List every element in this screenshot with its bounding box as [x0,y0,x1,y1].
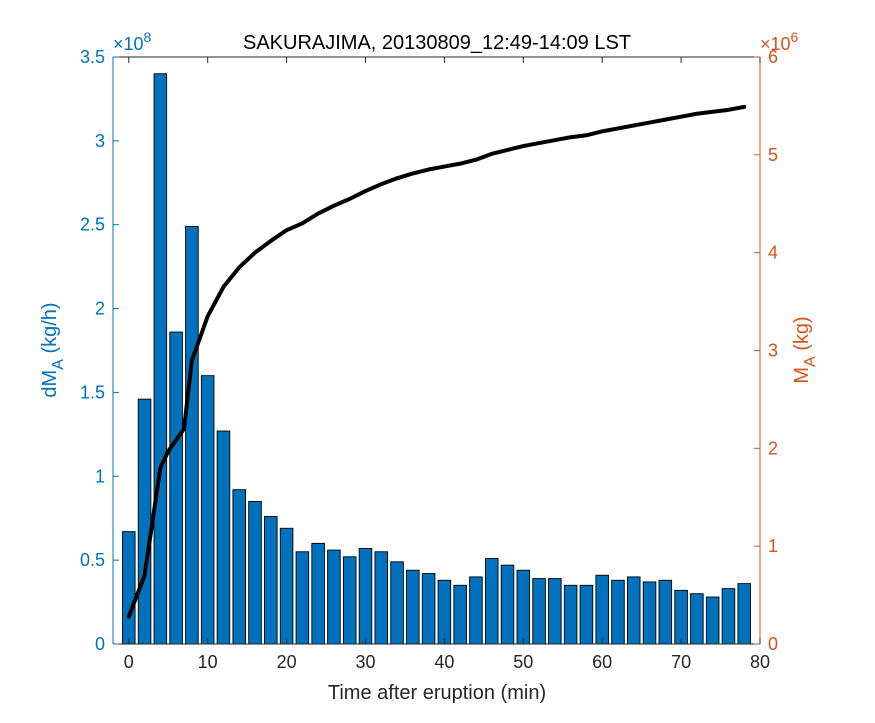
x-axis-label: Time after eruption (min) [328,682,546,704]
bar [437,579,452,645]
bar [264,516,278,645]
y-right-tick-label: 4 [768,243,778,263]
x-tick-label: 70 [671,652,691,672]
chart-title: SAKURAJIMA, 20130809_12:49-14:09 LST [243,32,631,54]
y-right-tick-label: 6 [768,47,778,67]
svg-text:MA (kg): MA (kg) [791,316,819,383]
y-left-tick-label: 2 [95,299,105,319]
bar [516,569,531,645]
x-tick-label: 80 [750,652,770,672]
bar [721,588,736,645]
y-right-exponent: ×106 [760,29,799,54]
y-right-tick-label: 1 [768,536,778,556]
x-tick-label: 0 [124,652,134,672]
bar [406,569,420,645]
bar [626,576,641,645]
y-left-tick-label: 3.5 [80,47,105,67]
x-tick-label: 10 [198,652,218,672]
y-right-label-sub: A [802,356,819,367]
bar [532,578,546,645]
y-right-axis-label: MA (kg) [791,316,819,383]
bar [232,489,246,645]
bar [137,398,152,645]
bar [500,564,515,645]
y-left-label-sub: A [50,359,67,370]
bar [342,556,357,645]
bar [674,589,688,645]
bar [484,558,499,645]
svg-text:×106: ×106 [760,29,799,54]
x-tick-label: 60 [592,652,612,672]
bar [374,551,389,645]
bar [295,551,310,645]
bar [595,574,609,645]
svg-text:×108: ×108 [113,29,152,54]
x-tick-label: 40 [434,652,454,672]
bar [248,500,262,645]
y-right-exponent-prefix: ×10 [760,34,791,54]
bar [611,579,625,645]
y-left-exponent-power: 8 [144,29,152,45]
bar [453,584,467,645]
y-left-tick-label: 3 [95,131,105,151]
bar [216,430,231,645]
cumulative-mass-line [126,104,747,619]
y-right-tick-label: 2 [768,438,778,458]
bar [200,375,215,645]
bar [548,578,562,645]
y-right-tick-label: 3 [768,341,778,361]
bar [469,576,483,645]
y-left-exponent: ×108 [113,29,152,54]
x-tick-label: 20 [277,652,297,672]
bar [579,584,594,645]
y-left-label-main: dM [39,370,61,398]
bar [705,596,720,645]
bar [421,573,436,645]
y-left-exponent-prefix: ×10 [113,34,144,54]
bar [311,542,325,645]
line-series [126,104,747,619]
y-left-tick-label: 2.5 [80,215,105,235]
bar [169,331,183,645]
y-right-exponent-power: 6 [791,29,799,45]
x-tick-label: 30 [355,652,375,672]
bar [642,581,657,645]
y-left-tick-label: 1.5 [80,382,105,402]
bar [327,549,341,645]
bar [122,531,136,645]
y-right-tick-label: 0 [768,634,778,654]
y-left-tick-label: 0 [95,634,105,654]
y-right-tick-label: 5 [768,145,778,165]
y-right-label-unit: (kg) [791,316,813,356]
y-left-axis-label: dMA (kg/h) [39,302,67,397]
x-tick-label: 50 [513,652,533,672]
y-left-label-unit: (kg/h) [39,302,61,359]
bar [153,73,168,645]
svg-text:dMA (kg/h): dMA (kg/h) [39,302,67,397]
bar [390,561,404,645]
bar [563,584,578,645]
y-right-label-main: M [791,367,813,384]
bar [690,593,704,645]
bar [185,225,199,645]
bar [279,527,294,645]
bar [737,583,751,645]
bar [658,579,673,645]
bar [358,547,373,645]
y-left-tick-label: 1 [95,466,105,486]
y-left-tick-label: 0.5 [80,550,105,570]
